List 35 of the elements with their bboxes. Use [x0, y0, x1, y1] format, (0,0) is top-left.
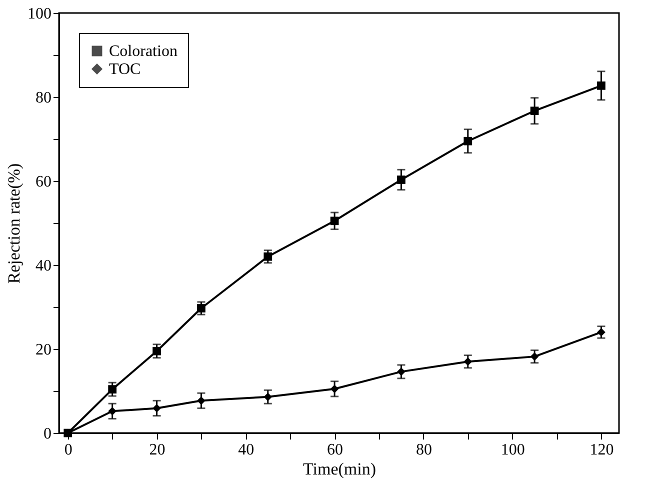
point: [597, 81, 606, 90]
x-tick-label: 60: [327, 442, 344, 458]
point: [197, 304, 206, 312]
point: [330, 384, 339, 394]
y-tick-label: 0: [44, 426, 52, 442]
point: [264, 252, 272, 261]
y-axis-title: Rejection rate(%): [4, 163, 24, 284]
point: [597, 328, 606, 336]
y-tick-label: 40: [36, 258, 52, 274]
x-tick-label: 0: [64, 442, 72, 458]
x-tick-label: 80: [416, 442, 432, 458]
y-tick-label: 60: [36, 174, 52, 190]
x-tick-label: 20: [149, 442, 166, 458]
point: [530, 352, 539, 361]
y-tick-label: 80: [36, 90, 52, 106]
point: [152, 404, 161, 412]
y-tick-label: 20: [36, 342, 52, 358]
x-tick-label: 40: [238, 442, 254, 458]
point: [330, 216, 339, 226]
point: [464, 136, 472, 146]
point: [397, 176, 406, 184]
point: [108, 406, 117, 416]
legend-label: TOC: [109, 61, 141, 78]
point: [264, 392, 272, 402]
x-axis-title: Time(min): [302, 460, 376, 478]
y-tick-label: 100: [28, 6, 52, 22]
legend-label: Coloration: [109, 43, 178, 60]
point: [464, 357, 472, 366]
point: [197, 396, 206, 405]
point: [152, 346, 161, 356]
x-tick-label: 120: [590, 442, 614, 458]
point: [108, 385, 117, 394]
point: [530, 106, 539, 116]
x-tick-label: 100: [500, 442, 525, 458]
point: [397, 367, 406, 376]
